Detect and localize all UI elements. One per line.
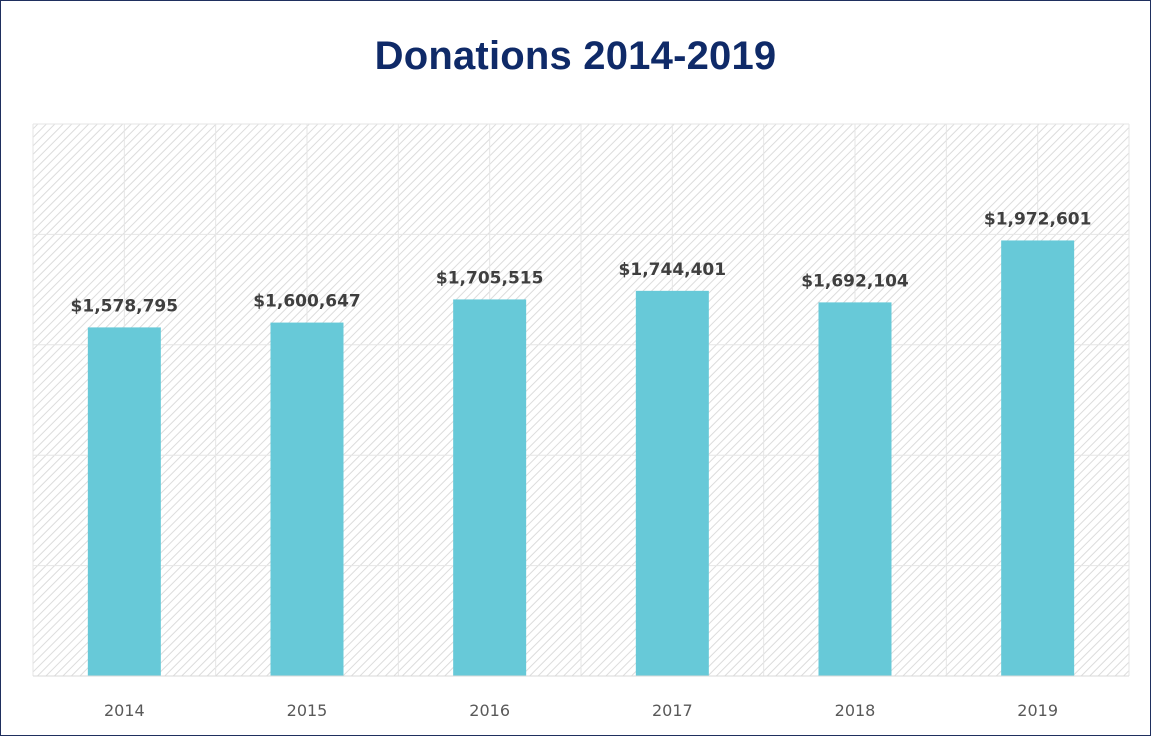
data-label-2017: $1,744,401 xyxy=(619,260,727,280)
x-tick-2017: 2017 xyxy=(652,701,693,720)
bar-2015 xyxy=(270,322,344,676)
data-label-2016: $1,705,515 xyxy=(436,268,544,288)
x-tick-2019: 2019 xyxy=(1017,701,1058,720)
x-tick-2015: 2015 xyxy=(287,701,328,720)
bar-2017 xyxy=(635,290,709,676)
x-tick-2018: 2018 xyxy=(835,701,876,720)
bars xyxy=(87,240,1075,676)
x-tick-labels: 2014 2015 2016 2017 2018 2019 xyxy=(104,701,1058,720)
bar-2019 xyxy=(1001,240,1075,676)
x-tick-2014: 2014 xyxy=(104,701,145,720)
data-label-2019: $1,972,601 xyxy=(984,209,1092,229)
chart-title: Donations 2014-2019 xyxy=(374,34,777,78)
data-labels: $1,578,795 $1,600,647 $1,705,515 $1,744,401… xyxy=(71,209,1092,316)
x-tick-2016: 2016 xyxy=(469,701,510,720)
data-label-2014: $1,578,795 xyxy=(71,296,179,316)
data-label-2018: $1,692,104 xyxy=(801,271,909,291)
data-label-2015: $1,600,647 xyxy=(253,292,361,312)
bar-2014 xyxy=(87,327,161,676)
bar-2016 xyxy=(453,299,527,676)
bar-2018 xyxy=(818,302,892,676)
